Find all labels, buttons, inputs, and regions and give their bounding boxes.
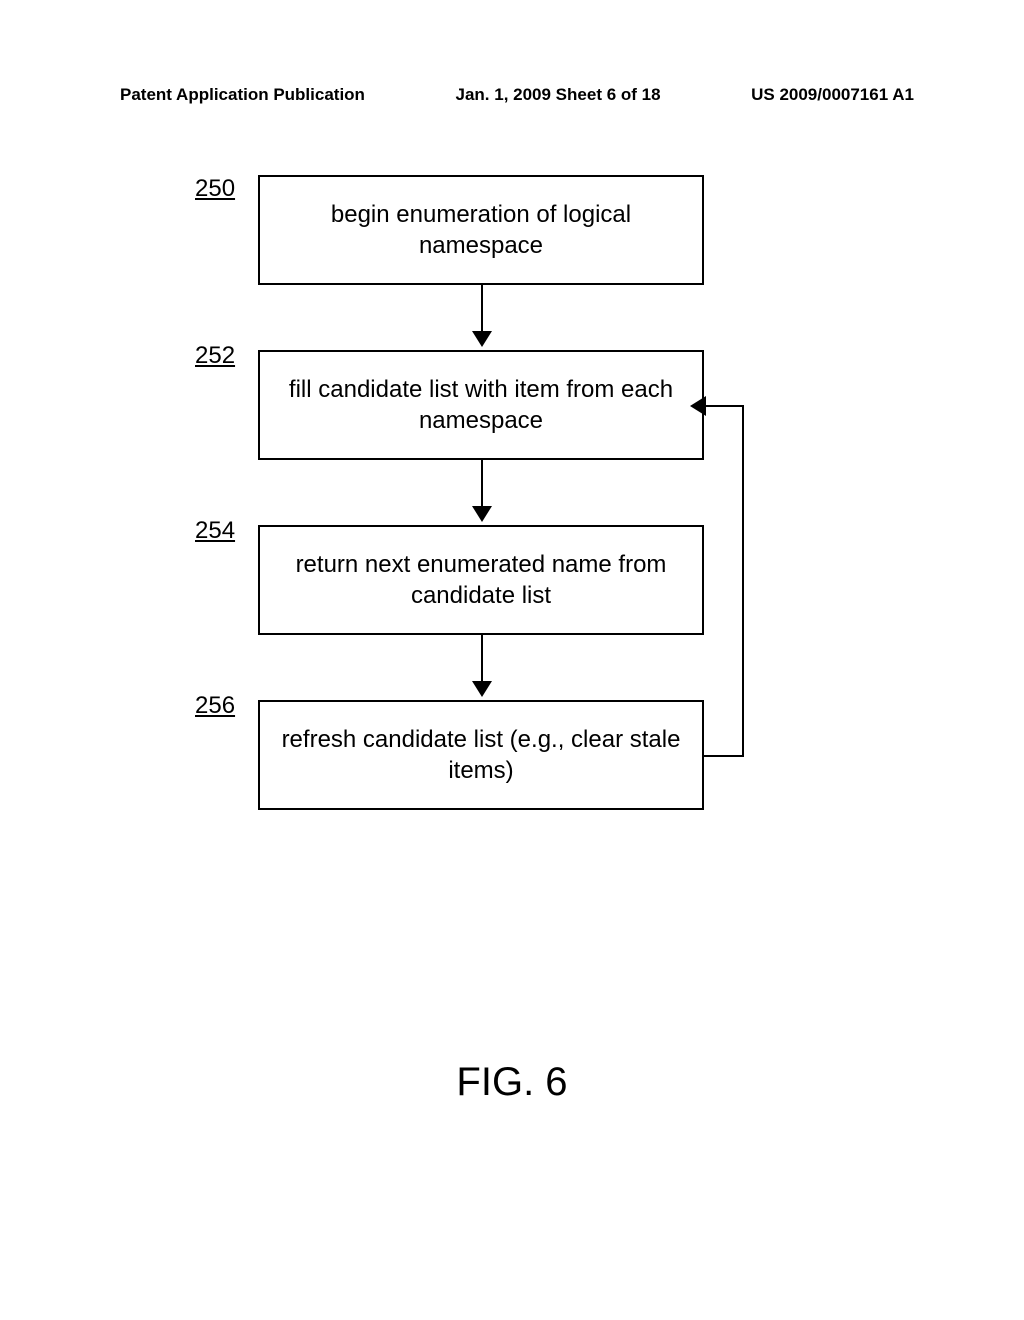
flowchart-diagram: 250 begin enumeration of logical namespa… [0,175,1024,925]
flow-box-252: fill candidate list with item from each … [258,350,704,460]
loop-line-top [704,405,744,407]
loop-line-bottom [704,755,744,757]
box-label-252: 252 [195,342,235,370]
box-text-256: refresh candidate list (e.g., clear stal… [280,724,682,786]
flow-box-254: return next enumerated name from candida… [258,525,704,635]
loop-line-vertical [742,405,744,757]
arrow-252-254 [481,460,483,520]
box-text-254: return next enumerated name from candida… [280,549,682,611]
loop-arrow-icon [690,396,706,416]
arrow-254-256 [481,635,483,695]
box-text-252: fill candidate list with item from each … [280,374,682,436]
header-center: Jan. 1, 2009 Sheet 6 of 18 [456,85,661,105]
box-label-256: 256 [195,692,235,720]
page-header: Patent Application Publication Jan. 1, 2… [0,85,1024,105]
flow-box-256: refresh candidate list (e.g., clear stal… [258,700,704,810]
box-text-250: begin enumeration of logical namespace [280,199,682,261]
box-label-250: 250 [195,175,235,203]
figure-caption: FIG. 6 [0,1060,1024,1105]
header-left: Patent Application Publication [120,85,365,105]
arrow-250-252 [481,285,483,345]
box-label-254: 254 [195,517,235,545]
flow-box-250: begin enumeration of logical namespace [258,175,704,285]
header-right: US 2009/0007161 A1 [751,85,914,105]
